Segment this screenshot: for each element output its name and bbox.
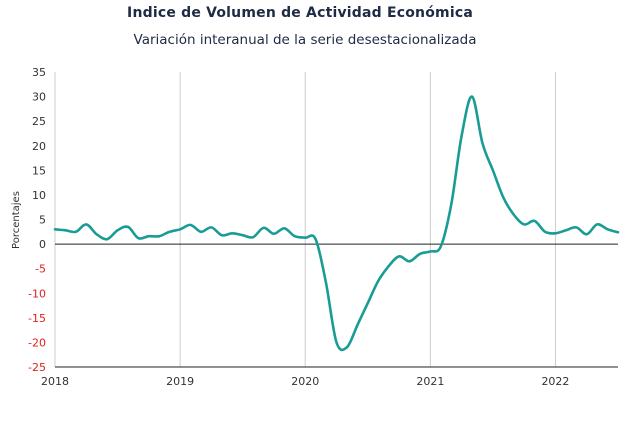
y-tick-label: 25: [32, 115, 46, 128]
y-tick-label: 5: [39, 214, 46, 227]
y-tick-label: 35: [32, 66, 46, 79]
x-tick-label: 2018: [41, 375, 69, 388]
y-tick-label: 30: [32, 91, 46, 104]
y-tick-label: 15: [32, 164, 46, 177]
chart-subtitle: Variación interanual de la serie desesta…: [133, 32, 477, 48]
y-tick-label: -15: [28, 312, 46, 325]
y-tick-label: 0: [39, 238, 46, 251]
y-tick-label: 20: [32, 140, 46, 153]
y-tick-label: -10: [28, 287, 46, 300]
y-tick-label: -5: [35, 263, 46, 276]
y-tick-label: -20: [28, 336, 46, 349]
x-tick-label: 2020: [291, 375, 319, 388]
y-tick-label: 10: [32, 189, 46, 202]
x-tick-label: 2021: [416, 375, 444, 388]
y-axis-label: Porcentajes: [11, 191, 22, 249]
y-tick-label: -25: [28, 361, 46, 374]
chart-title: Indice de Volumen de Actividad Económica: [127, 5, 473, 21]
x-tick-label: 2019: [166, 375, 194, 388]
x-tick-label: 2022: [541, 375, 569, 388]
series-line: [53, 95, 620, 352]
